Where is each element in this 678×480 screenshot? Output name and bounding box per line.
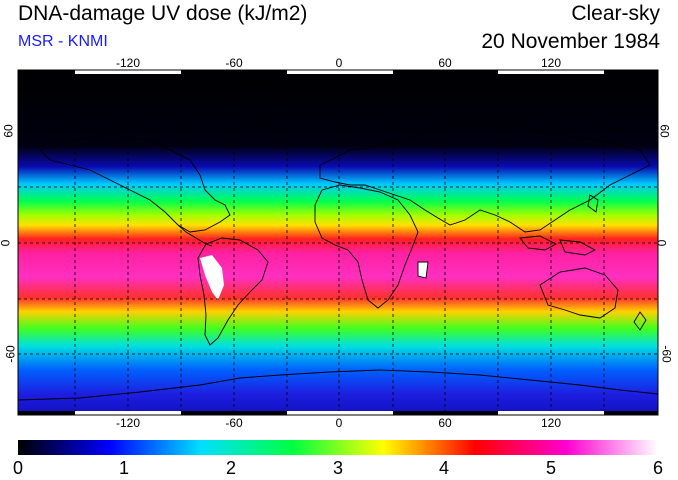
map-title: DNA-damage UV dose (kJ/m2) [18, 2, 308, 25]
lon-tick-top: 60 [438, 56, 452, 70]
uv-field [18, 70, 658, 415]
lon-tick-top: -120 [115, 56, 141, 70]
lon-tick-top: 120 [540, 56, 562, 70]
lon-tick-top: 0 [335, 56, 343, 70]
lon-tick-bottom: -120 [115, 416, 141, 430]
colorbar-label: 1 [118, 458, 130, 478]
lon-tick-bottom: 60 [438, 416, 452, 430]
madagascar-high-dose [418, 262, 428, 278]
colorbar-label: 0 [12, 458, 24, 478]
source-label: MSR - KNMI [18, 33, 108, 50]
lon-tick-bottom: 0 [335, 416, 343, 430]
colorbar-label: 4 [438, 458, 450, 478]
lon-tick-bottom: -60 [225, 416, 243, 430]
andes-high-dose [200, 255, 224, 300]
graticule [18, 74, 658, 411]
colorbar-label: 2 [225, 458, 237, 478]
sky-condition-label: Clear-sky [571, 2, 660, 25]
colorbar-label: 6 [652, 458, 664, 478]
frame-ticks [18, 70, 658, 415]
lon-tick-bottom: 120 [540, 416, 562, 430]
map-frame [17, 69, 659, 416]
date-label: 20 November 1984 [481, 30, 660, 53]
colorbar-label: 5 [545, 458, 557, 478]
coastlines [18, 84, 658, 401]
colorbar [18, 440, 658, 455]
colorbar-label: 3 [332, 458, 344, 478]
lon-tick-top: -60 [225, 56, 243, 70]
